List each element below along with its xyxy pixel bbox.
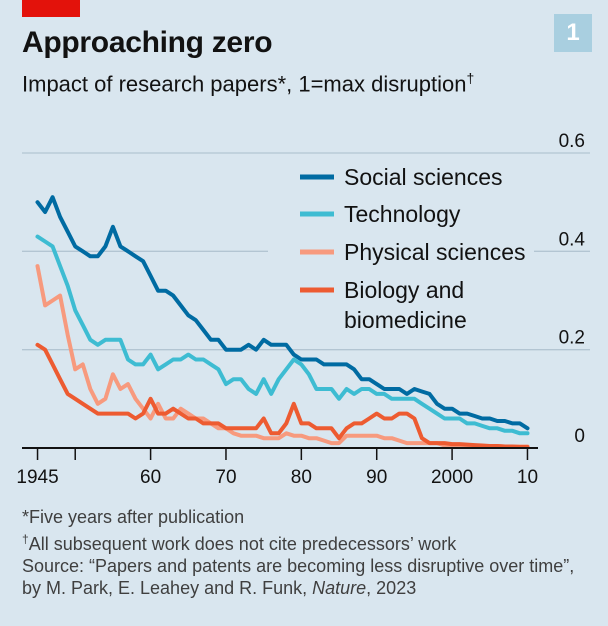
footnote-dagger: † xyxy=(22,532,29,546)
legend-label: Technology xyxy=(344,201,461,227)
footnote-disruption-text: All subsequent work does not cite predec… xyxy=(28,534,457,554)
gridlines xyxy=(22,152,590,351)
footnotes: *Five years after publication †All subse… xyxy=(22,506,592,599)
y-tick-label: 0.2 xyxy=(559,328,585,349)
series-line xyxy=(35,195,530,431)
source-year: , 2023 xyxy=(366,578,417,598)
subtitle-text: Impact of research papers*, 1=max disrup… xyxy=(22,71,467,97)
x-tick-label: 60 xyxy=(140,467,161,488)
series-line xyxy=(35,342,530,449)
y-tick-label: 0 xyxy=(574,426,585,447)
subtitle-dagger: † xyxy=(466,70,475,86)
source-text: Source: “Papers and patents are becoming… xyxy=(22,556,575,598)
series-lines xyxy=(35,195,530,449)
figure-number-badge: 1 xyxy=(554,14,592,52)
x-tick-label: 80 xyxy=(291,467,312,488)
x-tick-label: 2000 xyxy=(431,467,473,488)
x-tick-label: 90 xyxy=(366,467,387,488)
y-tick-label: 0.6 xyxy=(559,131,585,152)
legend-label: Biology and xyxy=(344,277,464,303)
x-tick-label: 1945 xyxy=(16,467,58,488)
footnote-publication: *Five years after publication xyxy=(22,507,245,527)
y-tick-label: 0.4 xyxy=(559,229,586,250)
series-line xyxy=(35,234,530,436)
x-tick-label: 10 xyxy=(517,467,538,488)
footnote-disruption: †All subsequent work does not cite prede… xyxy=(22,528,592,555)
series-line xyxy=(35,264,530,449)
legend-label: biomedicine xyxy=(344,307,467,333)
line-chart: 0 0.2 0.4 0.6 Social sciences Technology Phys… xyxy=(16,131,590,488)
y-axis-labels: 0 0.2 0.4 0.6 xyxy=(559,131,586,447)
brand-red-tag xyxy=(22,0,80,17)
source-note: Source: “Papers and patents are becoming… xyxy=(22,555,592,599)
chart-title: Approaching zero xyxy=(22,26,273,59)
x-tick-label: 70 xyxy=(215,467,236,488)
legend: Social sciences Technology Physical scienc… xyxy=(300,164,526,333)
chart-subtitle: Impact of research papers*, 1=max disrup… xyxy=(22,70,474,97)
legend-label: Social sciences xyxy=(344,164,503,190)
legend-label: Physical sciences xyxy=(344,239,526,265)
x-axis: 1945 60 70 80 90 2000 10 xyxy=(16,447,538,488)
source-journal: Nature xyxy=(312,578,367,598)
